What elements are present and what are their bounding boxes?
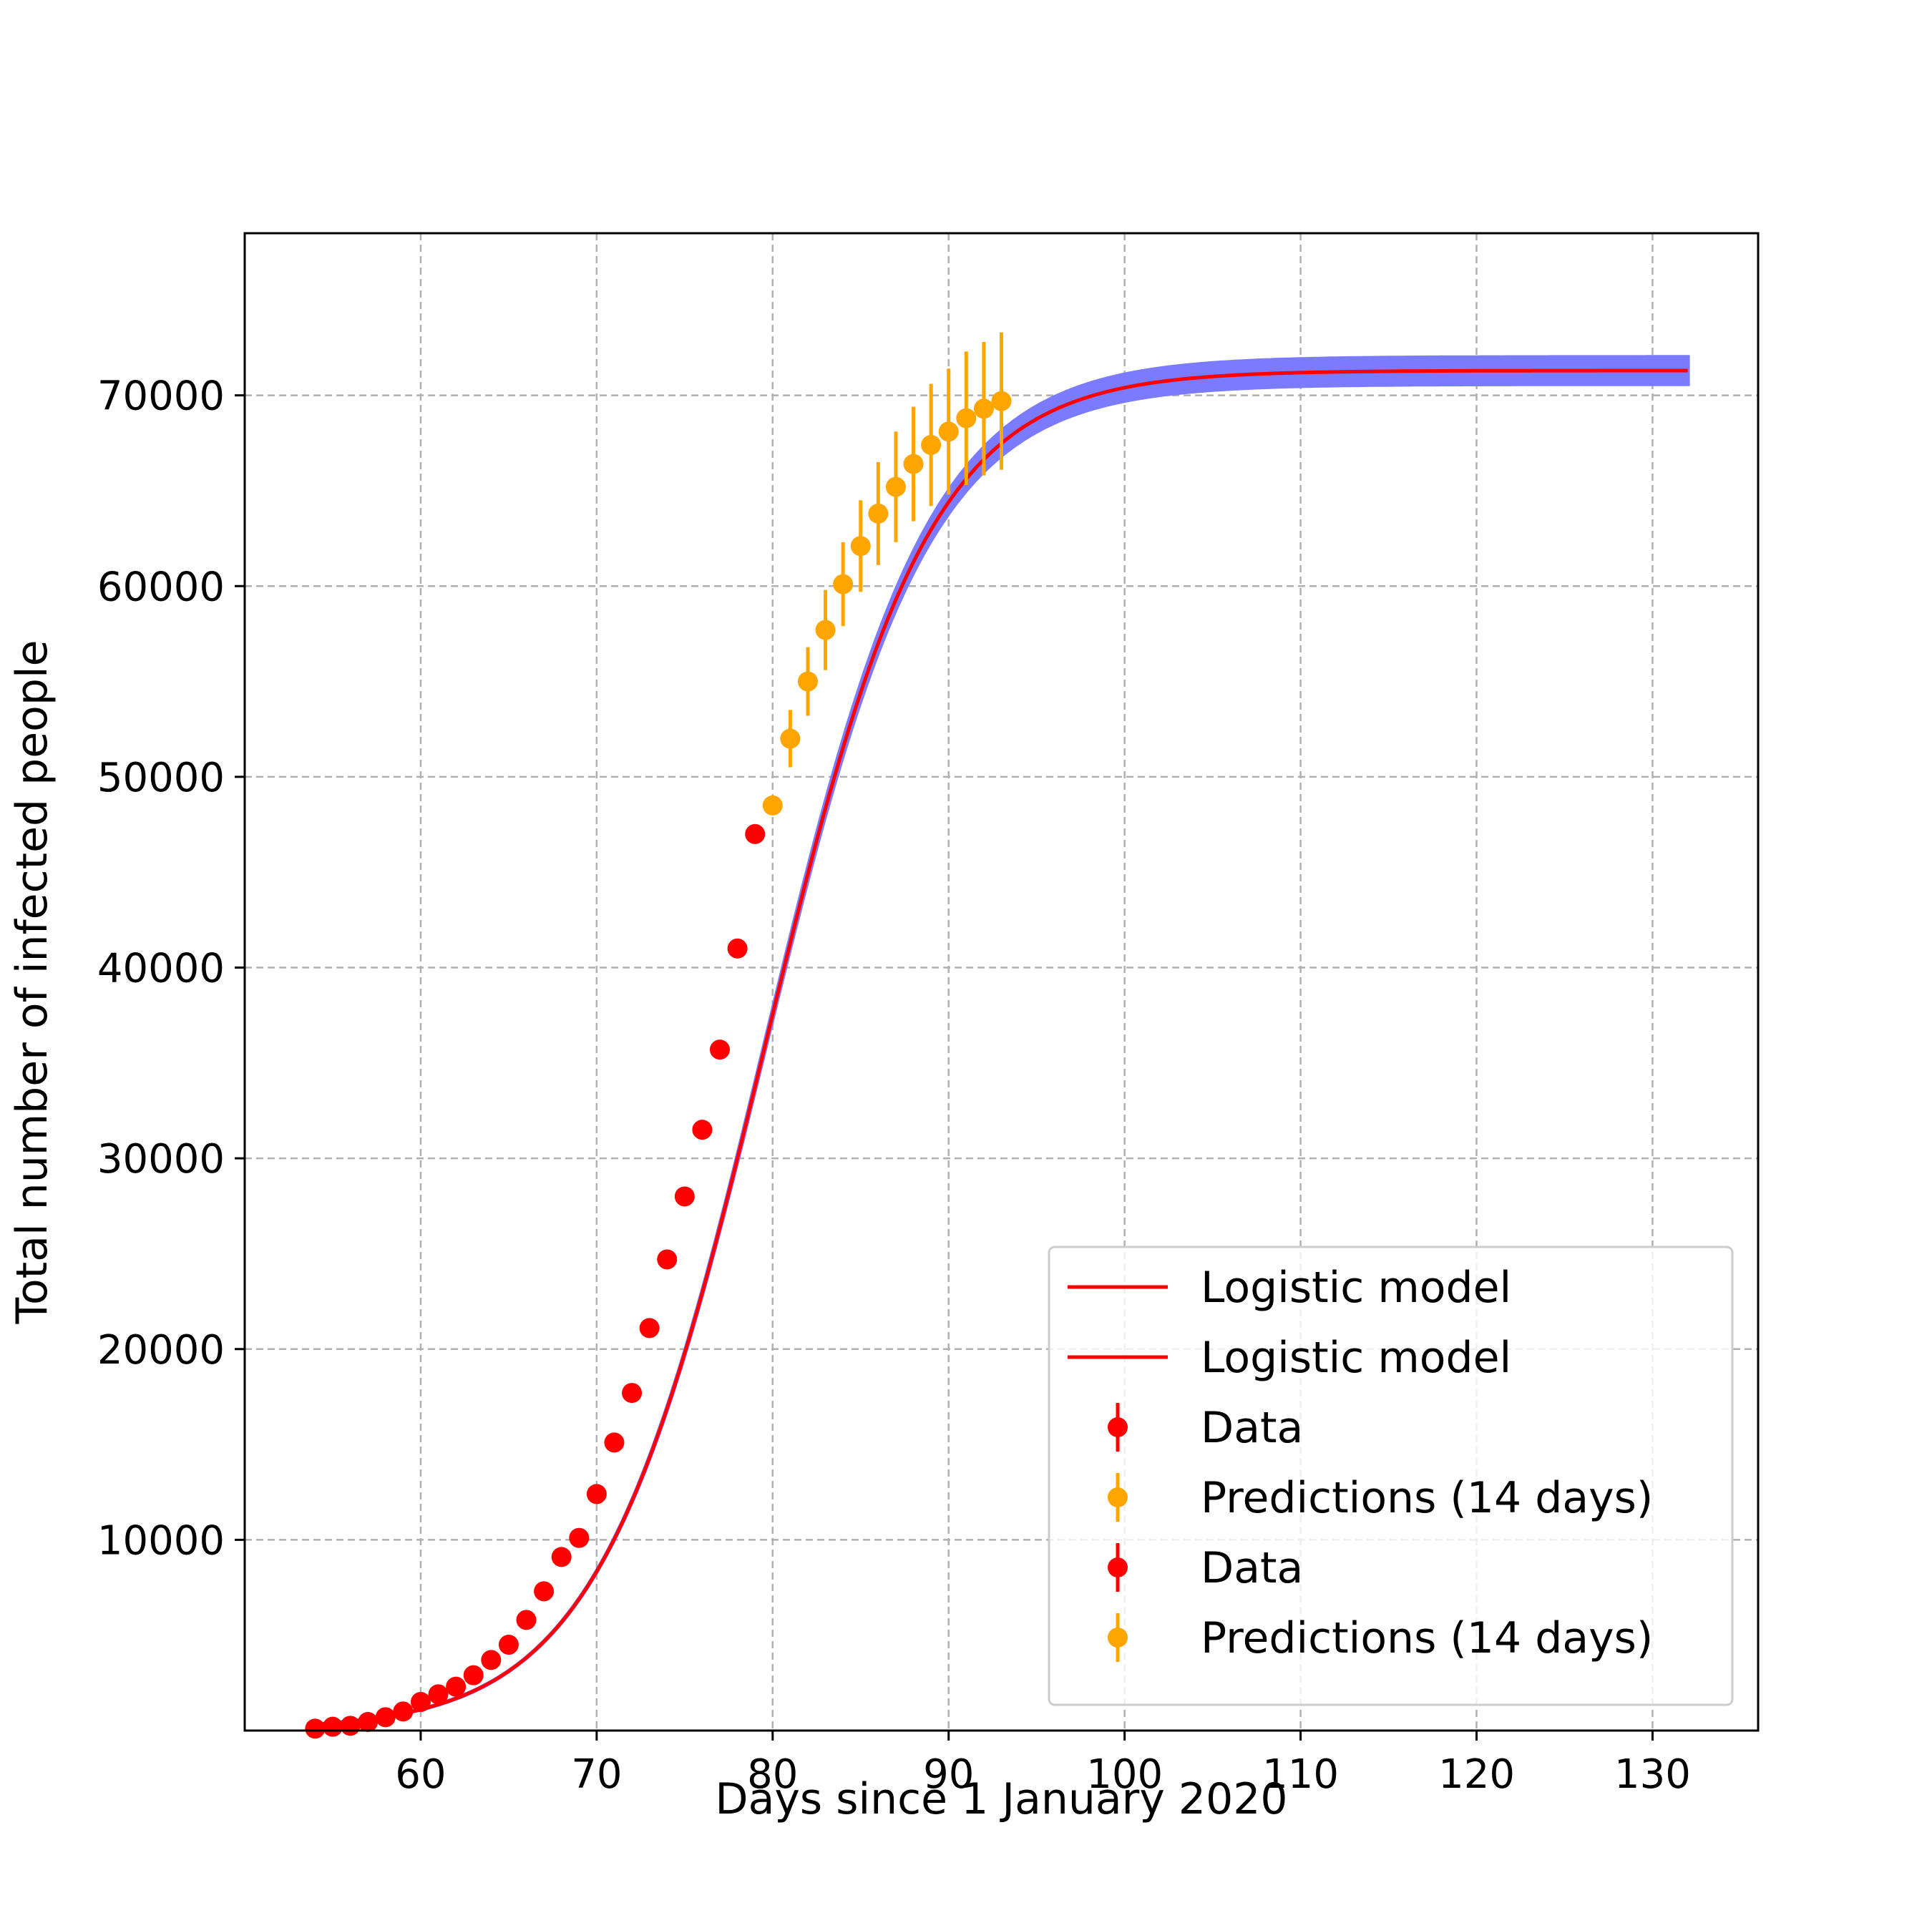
x-tick-label: 110 [1262, 1751, 1339, 1798]
legend-entry: Data [1108, 1543, 1303, 1593]
legend-label: Logistic model [1201, 1263, 1511, 1313]
legend-point-marker [1108, 1487, 1128, 1507]
legend-entry: Logistic model [1068, 1333, 1511, 1383]
legend-entry: Data [1108, 1403, 1303, 1453]
data-point [692, 1120, 713, 1140]
x-tick-label: 70 [571, 1751, 622, 1798]
data-point [657, 1249, 678, 1270]
data-point [586, 1484, 607, 1504]
y-tick-label: 30000 [97, 1136, 225, 1183]
prediction-point [868, 503, 889, 524]
data-point [305, 1718, 326, 1739]
legend-entry: Logistic model [1068, 1263, 1511, 1313]
y-tick-label: 40000 [97, 946, 225, 992]
data-point [463, 1665, 484, 1685]
x-tick-label: 100 [1086, 1751, 1163, 1798]
data-point [446, 1676, 467, 1697]
prediction-point [903, 454, 924, 474]
data-point [516, 1610, 537, 1630]
legend-label: Data [1201, 1403, 1303, 1453]
prediction-point [973, 398, 994, 419]
data-point [428, 1684, 449, 1705]
data-point [375, 1707, 396, 1728]
prediction-point [885, 476, 906, 497]
prediction-point [815, 620, 836, 640]
y-tick-label: 70000 [97, 373, 225, 420]
legend-label: Predictions (14 days) [1201, 1473, 1653, 1523]
data-point [745, 823, 766, 844]
data-point [551, 1547, 572, 1567]
legend-box [1048, 1246, 1734, 1706]
data-point [622, 1383, 643, 1404]
y-tick-label: 10000 [97, 1517, 225, 1564]
data-point [498, 1635, 519, 1655]
data-point [604, 1432, 625, 1453]
data-point [322, 1716, 343, 1737]
y-tick-label: 20000 [97, 1327, 225, 1374]
y-tick-label: 60000 [97, 564, 225, 610]
data-point [710, 1039, 731, 1060]
legend-label: Logistic model [1201, 1333, 1511, 1383]
prediction-point [780, 728, 801, 749]
prediction-point [938, 421, 959, 442]
x-tick-label: 120 [1438, 1751, 1515, 1798]
legend-point-marker [1108, 1417, 1128, 1437]
plot-frame [243, 232, 1760, 1732]
legend-label: Predictions (14 days) [1201, 1613, 1653, 1663]
data-point [639, 1318, 660, 1339]
legend-entry: Predictions (14 days) [1108, 1613, 1653, 1663]
legend-point-marker [1108, 1628, 1128, 1648]
data-point [481, 1650, 502, 1670]
data-point [393, 1701, 414, 1722]
x-ticks: 60 70 80 90 100 110 120 130 [395, 1731, 1691, 1798]
prediction-point [833, 574, 854, 594]
y-axis-label: Total number of infected people [7, 640, 57, 1324]
prediction-point [797, 671, 818, 692]
data-point [727, 938, 748, 959]
legend: Logistic model Logistic model Data Predicti… [1048, 1246, 1734, 1706]
x-tick-label: 80 [747, 1751, 798, 1798]
prediction-point [762, 795, 783, 816]
x-tick-label: 130 [1614, 1751, 1691, 1798]
data-point [358, 1712, 379, 1733]
x-tick-label: 90 [923, 1751, 974, 1798]
prediction-point [956, 408, 977, 429]
legend-label: Data [1201, 1543, 1303, 1593]
legend-entry: Predictions (14 days) [1108, 1473, 1653, 1523]
data-point [410, 1692, 431, 1713]
legend-entries: Logistic model Logistic model Data Predicti… [1068, 1263, 1653, 1663]
data-point [569, 1527, 590, 1548]
prediction-point [921, 434, 942, 455]
prediction-point [850, 536, 871, 557]
legend-point-marker [1108, 1557, 1128, 1577]
data-points-layer [305, 823, 766, 1739]
x-axis-label: Days since 1 January 2020 [715, 1774, 1287, 1824]
y-tick-label: 50000 [97, 755, 225, 801]
data-point [534, 1581, 555, 1602]
x-tick-label: 60 [395, 1751, 446, 1798]
prediction-point [991, 391, 1012, 411]
data-point [674, 1186, 695, 1207]
predictions-layer [762, 332, 1012, 816]
data-point [340, 1716, 361, 1736]
y-ticks: 10000 20000 30000 40000 50000 60000 70000 [97, 373, 245, 1564]
